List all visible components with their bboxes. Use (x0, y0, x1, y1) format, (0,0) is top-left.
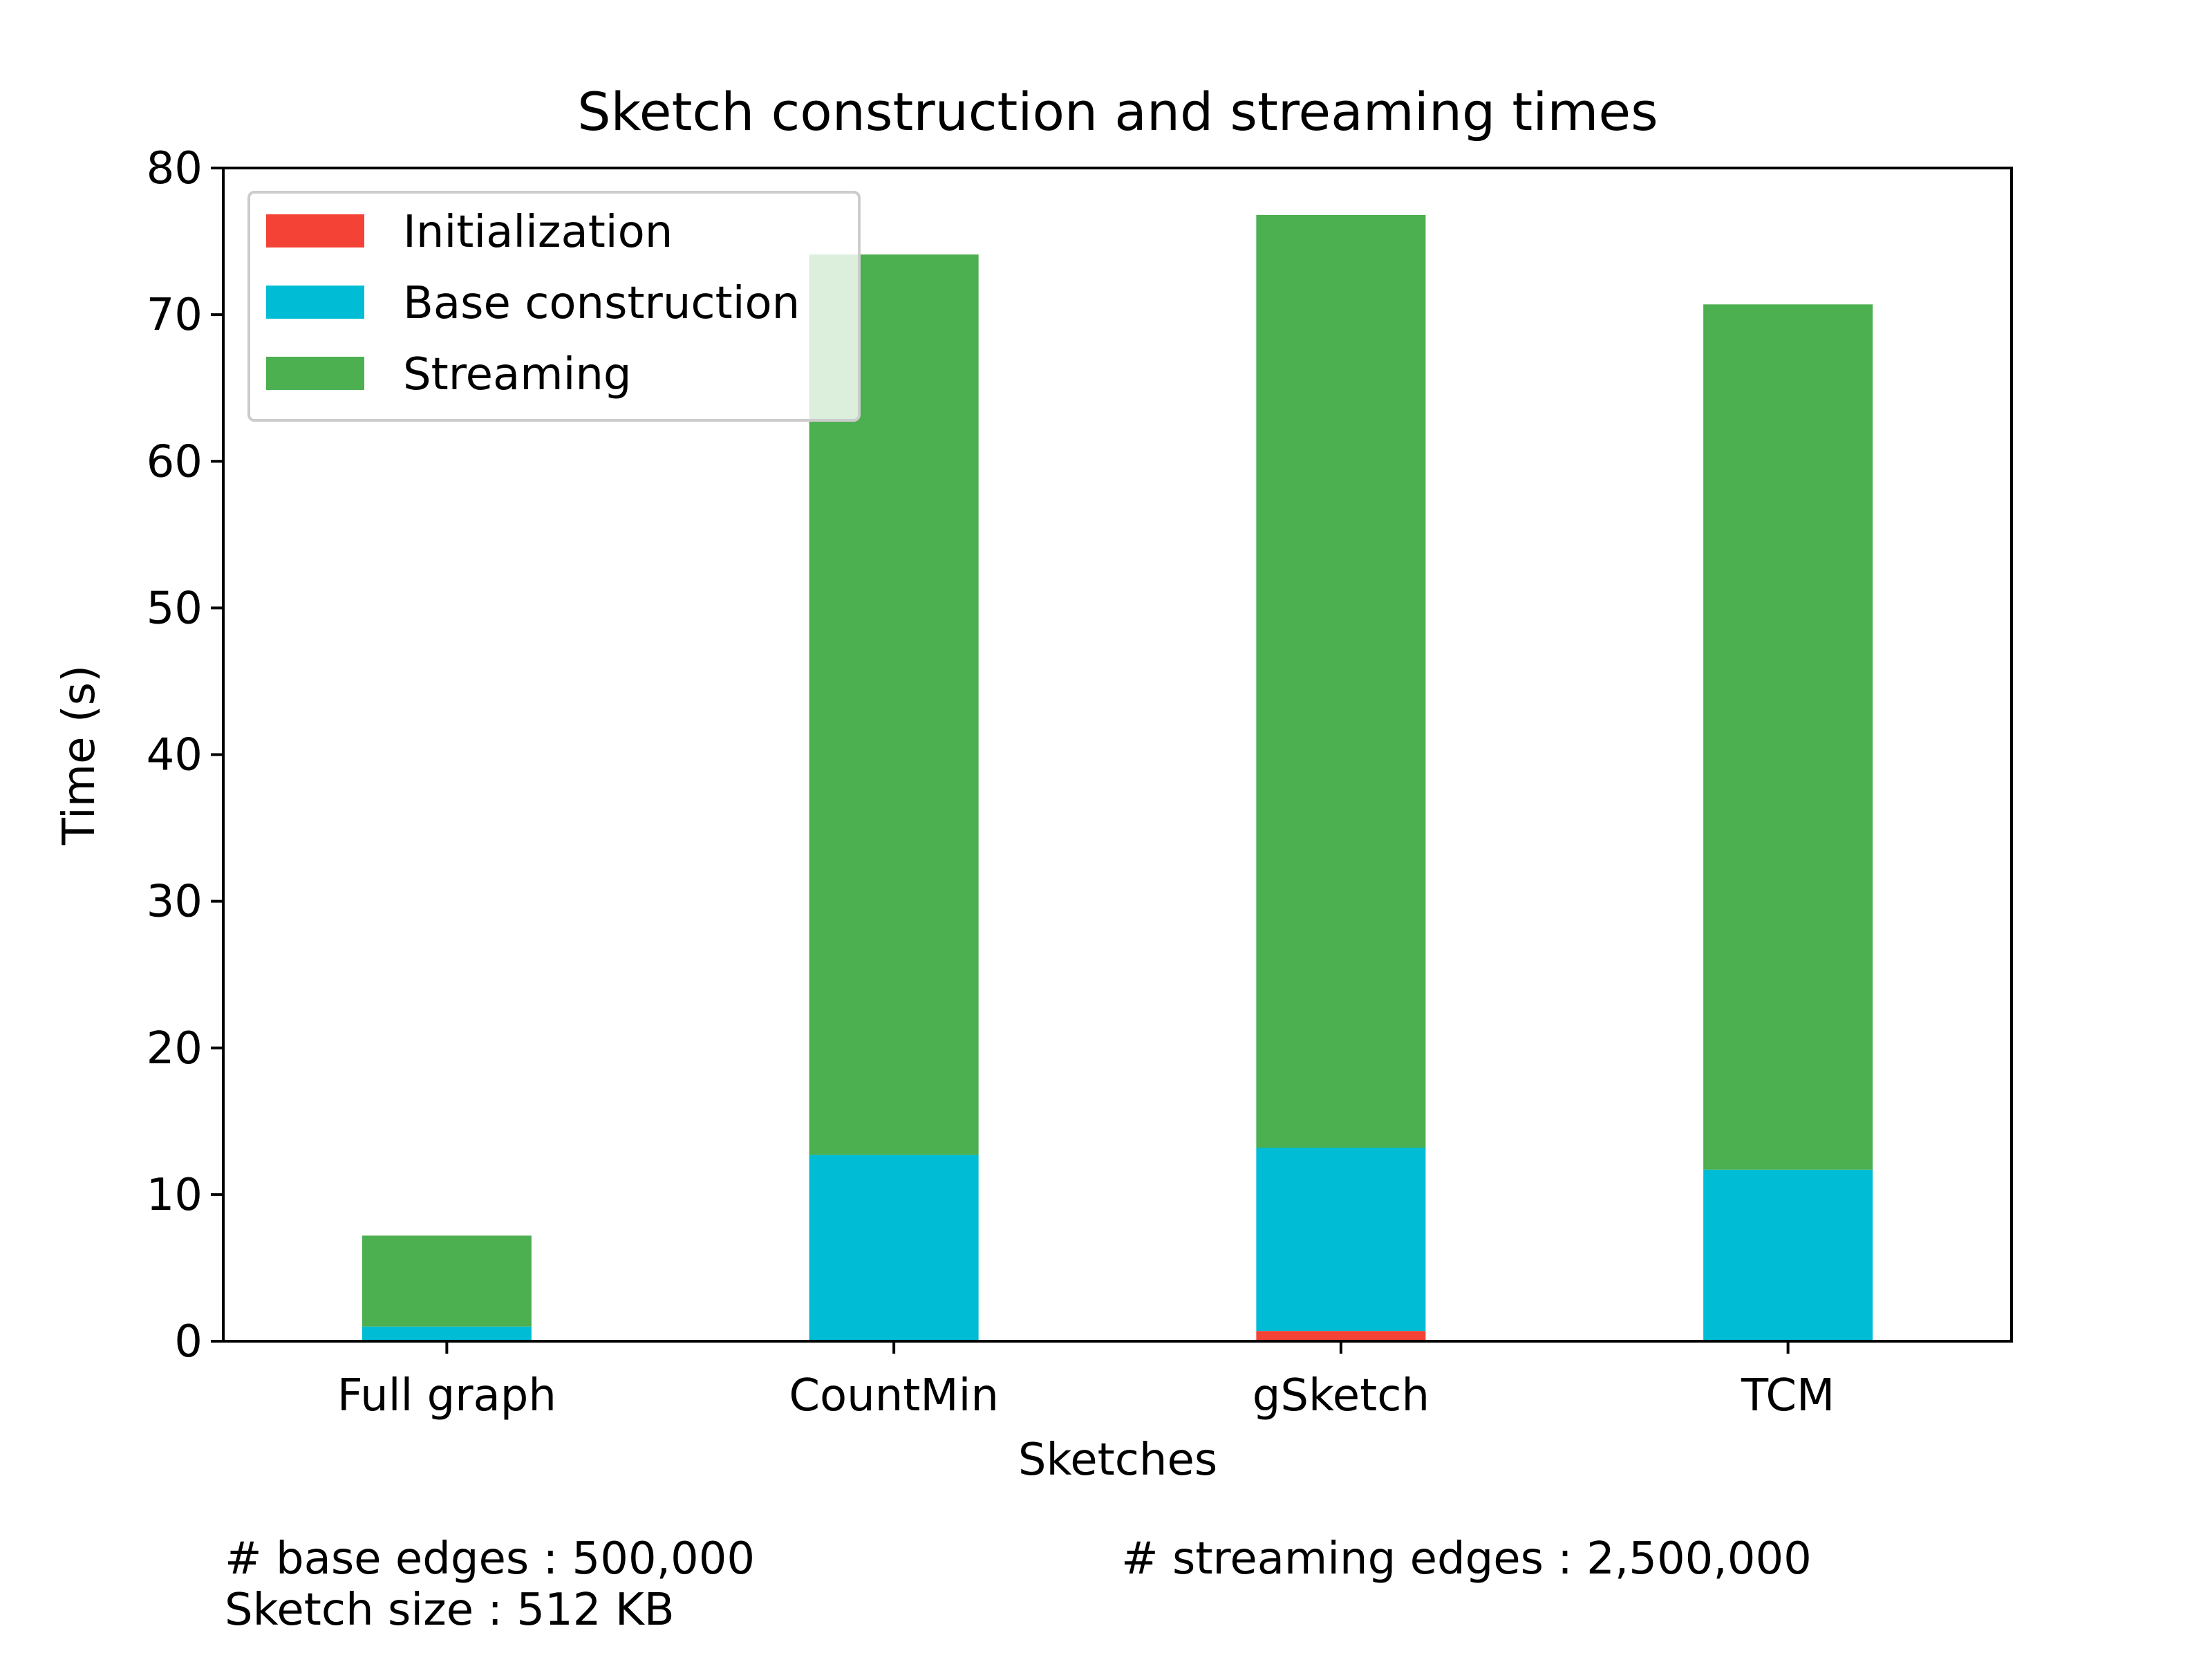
streaming-edges-annotation: # streaming edges : 2,500,000 (1121, 1533, 1812, 1585)
bar-gsketch-initialization (1256, 1331, 1426, 1341)
x-tick-label: Full graph (337, 1370, 556, 1421)
legend-swatch (266, 286, 364, 319)
x-axis-label: Sketches (1018, 1435, 1217, 1486)
base-edges-annotation: # base edges : 500,000 (225, 1533, 755, 1585)
y-tick-label: 70 (147, 290, 203, 341)
bar-full-graph-streaming (362, 1235, 532, 1327)
x-tick-label: CountMin (789, 1370, 999, 1421)
legend-label: Initialization (403, 207, 673, 258)
sketch-size-annotation: Sketch size : 512 KB (225, 1585, 675, 1636)
y-tick-label: 50 (147, 583, 203, 634)
x-tick-label: gSketch (1253, 1370, 1430, 1421)
bar-countmin-base-construction (809, 1155, 979, 1341)
bar-full-graph-base-construction (362, 1326, 532, 1341)
legend-swatch (266, 357, 364, 390)
y-tick-label: 80 (147, 143, 203, 194)
y-tick-label: 30 (147, 877, 203, 928)
bar-tcm-base-construction (1703, 1169, 1873, 1341)
chart-title: Sketch construction and streaming times (577, 81, 1658, 142)
legend: Initialization Base construction Streaming (247, 191, 861, 422)
legend-box (247, 191, 861, 422)
y-tick-label: 20 (147, 1023, 203, 1074)
x-tick-label: TCM (1741, 1370, 1835, 1421)
bar-gsketch-base-construction (1256, 1147, 1426, 1332)
bar-tcm-streaming (1703, 304, 1873, 1170)
y-axis-label: Time (s) (54, 665, 105, 846)
y-tick-label: 40 (147, 730, 203, 781)
axes-layer: 0 10 20 30 40 50 60 70 80 Full graph CountMin gSket… (147, 143, 2013, 1421)
legend-label: Streaming (403, 349, 632, 400)
y-tick-label: 60 (147, 436, 203, 487)
legend-swatch (266, 214, 364, 248)
legend-label: Base construction (403, 278, 800, 329)
y-tick-label: 10 (147, 1170, 203, 1221)
y-tick-label: 0 (174, 1316, 203, 1367)
bars-layer (362, 214, 1873, 1341)
bar-gsketch-streaming (1256, 214, 1426, 1148)
